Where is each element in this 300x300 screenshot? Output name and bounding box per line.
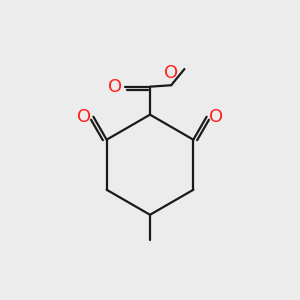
Text: O: O <box>164 64 178 82</box>
Text: O: O <box>209 108 223 126</box>
Text: O: O <box>77 108 91 126</box>
Text: O: O <box>108 78 122 96</box>
